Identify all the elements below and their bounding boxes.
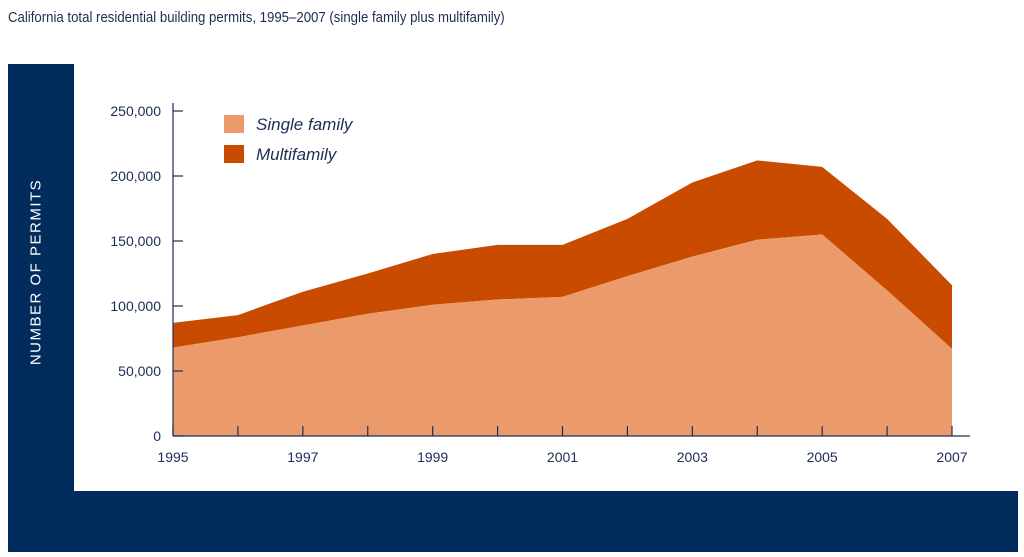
x-tick-label: 1995 bbox=[157, 449, 188, 465]
x-tick-label: 2007 bbox=[936, 449, 967, 465]
legend-label: Multifamily bbox=[256, 145, 338, 164]
x-tick-label: 1997 bbox=[287, 449, 318, 465]
y-tick-label: 150,000 bbox=[110, 233, 161, 249]
y-tick-label: 50,000 bbox=[118, 363, 161, 379]
y-tick-label: 200,000 bbox=[110, 168, 161, 184]
x-tick-label: 2003 bbox=[677, 449, 708, 465]
series-area-multifamily bbox=[173, 160, 952, 349]
x-tick-label: 2005 bbox=[807, 449, 838, 465]
y-tick-label: 250,000 bbox=[110, 103, 161, 119]
y-tick-label: 0 bbox=[153, 428, 161, 444]
legend-label: Single family bbox=[256, 115, 354, 134]
legend-swatch bbox=[224, 115, 244, 133]
x-tick-label: 2001 bbox=[547, 449, 578, 465]
legend-swatch bbox=[224, 145, 244, 163]
x-tick-label: 1999 bbox=[417, 449, 448, 465]
series-area-single-family bbox=[173, 234, 952, 436]
y-tick-label: 100,000 bbox=[110, 298, 161, 314]
chart-title: California total residential building pe… bbox=[8, 9, 505, 26]
